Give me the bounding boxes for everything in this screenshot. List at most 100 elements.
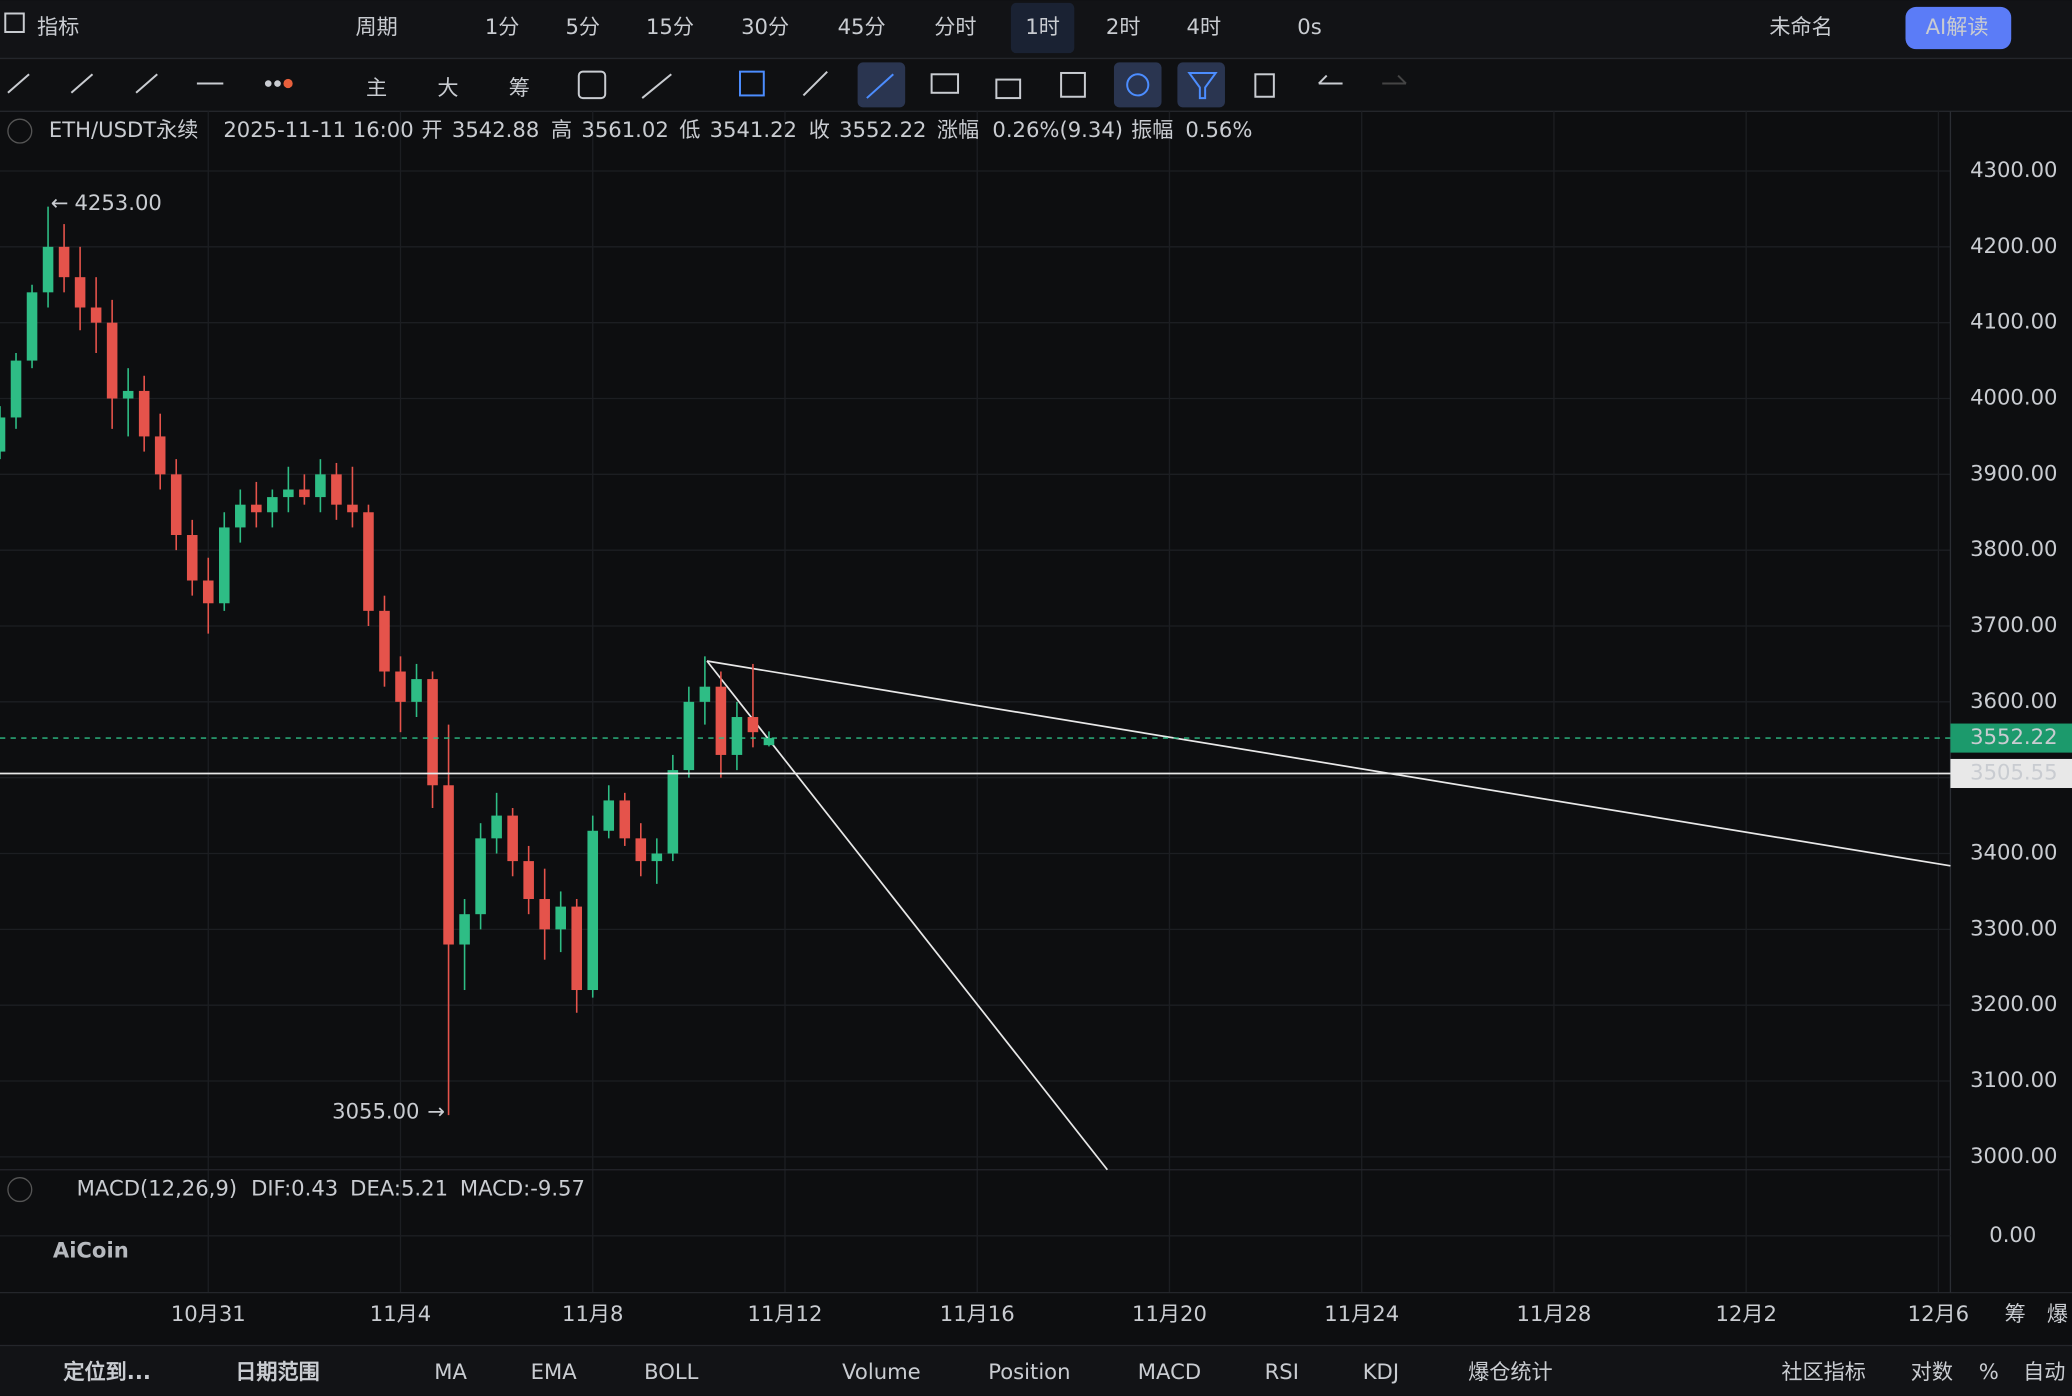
candle-body [443,785,454,945]
bottom-community[interactable]: 社区指标 [1781,1359,1866,1384]
tool-icon[interactable] [1254,73,1275,98]
candle-body [10,360,22,418]
interval-button[interactable]: 1时 [1025,14,1060,39]
interval-button[interactable]: 15分 [646,14,694,39]
collapse-icon[interactable] [7,118,33,144]
y-tick-label: 4000.00 [1970,385,2057,410]
candle-body [74,277,86,308]
y-tick-label: 3800.00 [1970,536,2057,561]
indicator-tab[interactable]: BOLL [644,1359,699,1384]
tool-icon[interactable] [1318,74,1343,85]
indicator-tab[interactable]: RSI [1265,1359,1299,1384]
candle-body [251,504,262,513]
trend-line[interactable] [706,660,1951,867]
tool-active-bg [1177,62,1225,108]
candle-body [635,838,647,862]
x-tick-label: 11月28 [1516,1301,1591,1326]
tool-icon[interactable] [1126,73,1150,97]
indicator-tab[interactable]: EMA [531,1359,578,1384]
tool-dot [264,80,272,87]
y-tick-label: 3100.00 [1970,1067,2057,1092]
panel-button[interactable]: 主 [366,75,387,100]
tool-icon[interactable] [1187,71,1218,100]
bottom-auto[interactable]: 自动 [2023,1359,2065,1384]
candle-body [763,738,775,746]
tool-icon[interactable] [70,73,94,94]
macd-title: MACD(12,26,9) [77,1176,237,1201]
tool-icon[interactable] [135,73,158,94]
candle-body [603,800,615,831]
tool-icon[interactable] [7,73,30,94]
layout-name[interactable]: 未命名 [1769,14,1832,39]
collapse-icon[interactable] [7,1177,33,1203]
max-mark: 4253.00 [74,190,161,215]
candle-body [683,701,695,771]
bottom-log[interactable]: 对数 [1911,1359,1953,1384]
trend-line[interactable] [706,660,1109,1171]
indicator-tab[interactable]: Position [988,1359,1070,1384]
x-tick-label: 11月20 [1132,1301,1207,1326]
candle-body [90,307,102,323]
period-button[interactable]: 周期 [355,14,397,39]
candle-body [218,527,230,604]
tool-icon[interactable] [866,73,894,99]
tool-icon[interactable] [739,70,765,97]
candle-body [491,815,502,839]
candle-body [235,504,246,528]
header-open: 3542.88 [452,117,539,142]
locate-button[interactable]: 定位到... [63,1359,150,1384]
indicator-button[interactable]: 指标 [37,14,79,39]
indicator-tab[interactable]: MA [434,1359,467,1384]
tool-icon[interactable] [1382,74,1407,85]
candle-body [267,497,278,513]
last-price-label: 3552.22 [1970,724,2057,749]
tool-active-bg [1113,62,1162,108]
ai-button[interactable]: AI解读 [1926,14,1989,39]
interval-button[interactable]: 45分 [838,14,886,39]
header-high-label: 高 [551,117,572,142]
tool-icon[interactable] [995,78,1022,100]
arrow: → [427,1099,445,1124]
candle-body [731,717,743,755]
bottom-percent[interactable]: % [1979,1359,1999,1384]
indicator-tab[interactable]: 爆仓统计 [1468,1359,1553,1384]
tool-icon[interactable] [641,73,672,99]
interval-button[interactable]: 1分 [485,14,520,39]
tool-icon[interactable] [930,73,960,94]
x-tick-label: 11月4 [370,1301,431,1326]
candle-body [539,899,550,930]
candle-body [411,679,422,702]
panel-button[interactable]: 筹 [509,75,530,100]
header-low: 3541.22 [710,117,797,142]
interval-button[interactable]: 30分 [741,14,789,39]
candle-body [138,390,150,437]
date-range-button[interactable]: 日期范围 [235,1359,320,1384]
x-tick-label: 12月2 [1715,1301,1776,1326]
interval-button[interactable]: 分时 [934,14,976,39]
arrow: ← [51,190,69,215]
y-tick-label: 4200.00 [1970,233,2057,258]
y-tick-label: 3600.00 [1970,688,2057,713]
y-tick-label: 4100.00 [1970,309,2057,334]
candle-body [42,246,54,293]
hline-box [1950,758,2072,789]
candle-body [58,246,70,278]
interval-button[interactable]: 2时 [1106,14,1141,39]
macd-tick-label: 0.00 [1989,1222,2036,1247]
indicator-tab[interactable]: Volume [842,1359,921,1384]
candle-body [299,489,310,498]
tool-icon[interactable] [802,70,828,97]
y-tick-label: 4300.00 [1970,157,2057,182]
tool-icon[interactable] [577,70,607,100]
header-high: 3561.02 [581,117,668,142]
interval-button[interactable]: 5分 [565,14,600,39]
indicator-tab[interactable]: KDJ [1363,1359,1399,1384]
panel-button[interactable]: 大 [437,75,458,100]
countdown: 0s [1297,14,1321,39]
last-price-box [1950,723,2072,753]
interval-button[interactable]: 4时 [1187,14,1222,39]
tool-icon[interactable] [1060,71,1086,98]
indicator-tab[interactable]: MACD [1138,1359,1201,1384]
candle-body [379,610,390,672]
bottom-bar [0,1345,2072,1396]
